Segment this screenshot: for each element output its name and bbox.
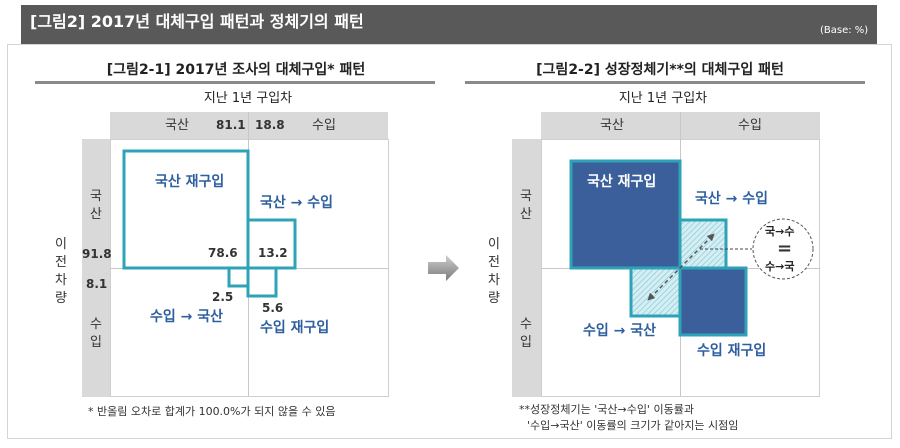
right-row-import: 수입 xyxy=(520,317,532,350)
right-top-axis: 지난 1년 구입차 xyxy=(618,91,708,106)
left-label-domestic-repurchase: 국산 재구입 xyxy=(155,174,225,190)
left-row-import: 수입 xyxy=(90,317,102,350)
double-arrow-icon xyxy=(647,233,715,301)
equality-bottom: 수→국 xyxy=(765,260,795,273)
right-footnote-line-1: **성장정체기는 '국산→수입' 이동률과 xyxy=(519,403,694,416)
left-value-domestic-repurchase: 78.6 xyxy=(208,246,238,260)
figure-title: [그림2] 2017년 대체구입 패턴과 정체기의 패턴 xyxy=(30,12,364,31)
base-note: (Base: %) xyxy=(820,25,869,36)
right-footnote-line-2: '수입→국산' 이동률의 크기가 같아지는 시점임 xyxy=(527,419,739,432)
left-value-import-repurchase: 5.6 xyxy=(262,301,284,315)
equality-circle xyxy=(752,218,814,280)
left-row-domestic: 국산 xyxy=(90,189,102,222)
left-label-import-repurchase: 수입 재구입 xyxy=(260,320,330,336)
left-label-import-to-domestic: 수입 → 국산 xyxy=(150,309,223,325)
right-underline xyxy=(465,81,865,84)
left-box-domestic-repurchase xyxy=(122,149,250,270)
left-footnote: * 반올림 오차로 합계가 100.0%가 되지 않을 수 있음 xyxy=(88,405,336,418)
left-label-domestic-to-import: 국산 → 수입 xyxy=(260,195,333,211)
left-row-import-value: 8.1 xyxy=(86,277,108,291)
left-box-import-repurchase xyxy=(246,266,278,298)
right-label-domestic-repurchase: 국산 재구입 xyxy=(587,174,657,190)
left-subtitle: [그림2-1] 2017년 조사의 대체구입* 패턴 xyxy=(106,62,366,78)
right-col-import: 수입 xyxy=(738,118,762,133)
left-row-domestic-value: 91.8 xyxy=(82,247,112,261)
left-side-axis: 이전차량 xyxy=(55,237,67,306)
right-arrow-icon xyxy=(428,255,459,281)
right-label-import-to-domestic: 수입 → 국산 xyxy=(583,323,656,339)
right-side-axis: 이전차량 xyxy=(488,237,500,306)
left-row-header xyxy=(82,139,110,397)
left-underline xyxy=(35,81,435,84)
right-row-header xyxy=(512,139,541,397)
equality-top: 국→수 xyxy=(765,225,795,238)
right-row-domestic: 국산 xyxy=(520,189,532,222)
left-top-axis: 지난 1년 구입차 xyxy=(203,91,293,106)
left-col-import: 수입 xyxy=(312,118,336,133)
right-label-domestic-to-import: 국산 → 수입 xyxy=(695,191,768,207)
right-box-import-repurchase xyxy=(678,266,748,337)
right-label-import-repurchase: 수입 재구입 xyxy=(697,343,767,359)
left-col-domestic-value: 81.1 xyxy=(216,118,246,132)
header-bar xyxy=(21,5,877,44)
left-col-import-value: 18.8 xyxy=(255,118,285,132)
equality-sign: = xyxy=(777,238,793,259)
left-col-domestic: 국산 xyxy=(165,118,189,133)
right-col-domestic: 국산 xyxy=(600,118,624,133)
left-value-import-to-domestic: 2.5 xyxy=(212,290,234,304)
right-subtitle: [그림2-2] 성장정체기**의 대체구입 패턴 xyxy=(536,62,784,78)
left-value-domestic-to-import: 13.2 xyxy=(258,246,288,260)
